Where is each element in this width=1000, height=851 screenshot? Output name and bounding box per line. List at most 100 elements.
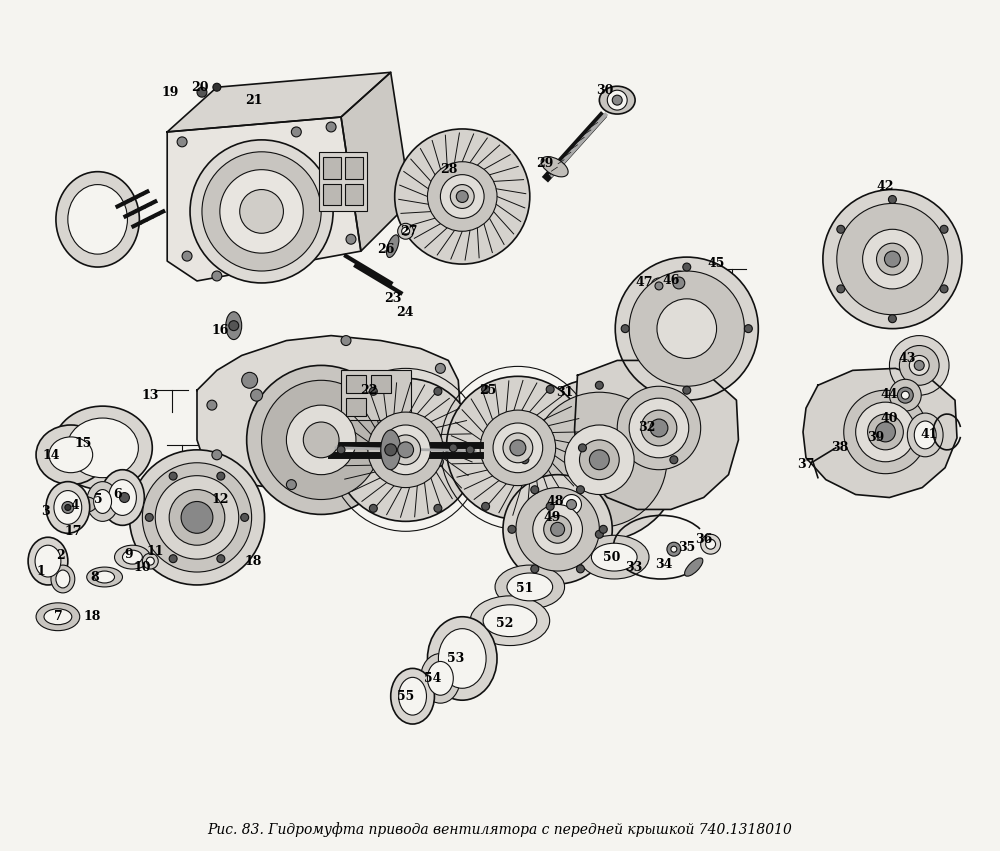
Circle shape: [247, 365, 396, 514]
Ellipse shape: [73, 496, 97, 512]
Circle shape: [169, 472, 177, 480]
Text: 45: 45: [708, 256, 725, 270]
Text: 52: 52: [496, 617, 514, 631]
Ellipse shape: [56, 570, 70, 588]
Text: 34: 34: [655, 557, 673, 570]
Circle shape: [671, 546, 677, 552]
Circle shape: [303, 422, 339, 458]
Text: 29: 29: [536, 157, 553, 170]
Ellipse shape: [685, 558, 703, 576]
Text: 47: 47: [635, 277, 653, 289]
Circle shape: [385, 444, 397, 456]
Text: 8: 8: [90, 570, 99, 584]
Circle shape: [655, 282, 663, 290]
Circle shape: [641, 410, 677, 446]
Circle shape: [683, 386, 691, 394]
Circle shape: [213, 83, 221, 91]
Circle shape: [884, 251, 900, 267]
Text: 25: 25: [479, 384, 497, 397]
Text: 39: 39: [867, 431, 884, 444]
Ellipse shape: [67, 418, 138, 477]
Circle shape: [899, 346, 939, 386]
Polygon shape: [341, 72, 411, 251]
Circle shape: [508, 525, 516, 534]
Circle shape: [629, 271, 744, 386]
Ellipse shape: [507, 573, 553, 601]
Circle shape: [346, 234, 356, 244]
Text: 36: 36: [695, 533, 712, 545]
Text: 30: 30: [596, 83, 613, 97]
Circle shape: [450, 185, 474, 208]
Circle shape: [398, 223, 414, 239]
Text: 18: 18: [84, 610, 101, 623]
Text: 46: 46: [662, 275, 680, 288]
Text: 38: 38: [831, 442, 848, 454]
Ellipse shape: [44, 608, 72, 625]
Ellipse shape: [427, 661, 453, 695]
Circle shape: [142, 553, 158, 569]
Circle shape: [651, 278, 667, 294]
Circle shape: [897, 387, 913, 403]
Ellipse shape: [87, 567, 122, 587]
Circle shape: [531, 486, 539, 494]
Circle shape: [673, 277, 685, 288]
Circle shape: [578, 444, 586, 452]
Ellipse shape: [68, 185, 127, 254]
Text: 19: 19: [161, 86, 179, 99]
Ellipse shape: [51, 565, 75, 593]
Circle shape: [434, 387, 442, 396]
Text: Рис. 83. Гидромуфта привода вентилятора с передней крышкой 740.1318010: Рис. 83. Гидромуфта привода вентилятора …: [208, 822, 792, 837]
Text: 11: 11: [147, 545, 164, 557]
Circle shape: [595, 530, 603, 539]
Bar: [345, 184, 363, 205]
Ellipse shape: [579, 535, 649, 579]
Ellipse shape: [483, 605, 537, 637]
Text: 51: 51: [516, 582, 534, 596]
Circle shape: [262, 380, 381, 500]
Circle shape: [456, 191, 468, 203]
Circle shape: [337, 446, 345, 454]
Circle shape: [546, 502, 554, 511]
Text: 50: 50: [603, 551, 620, 563]
Circle shape: [667, 542, 681, 557]
Circle shape: [510, 440, 526, 456]
Text: 23: 23: [384, 293, 401, 306]
Ellipse shape: [427, 617, 497, 700]
Circle shape: [341, 335, 351, 346]
Circle shape: [889, 380, 921, 411]
Circle shape: [142, 463, 252, 572]
Circle shape: [868, 414, 903, 450]
Text: 42: 42: [877, 180, 894, 193]
Circle shape: [914, 361, 924, 370]
Text: 16: 16: [211, 324, 229, 337]
Circle shape: [146, 557, 154, 565]
Bar: [323, 157, 341, 179]
Ellipse shape: [28, 537, 68, 585]
Circle shape: [621, 325, 629, 333]
Bar: [323, 184, 341, 205]
Text: 18: 18: [245, 555, 262, 568]
Circle shape: [876, 422, 895, 442]
Circle shape: [229, 321, 239, 331]
Circle shape: [155, 476, 239, 559]
Circle shape: [482, 386, 490, 393]
Circle shape: [369, 387, 377, 396]
Circle shape: [217, 472, 225, 480]
Circle shape: [427, 162, 497, 231]
Circle shape: [670, 456, 678, 464]
Circle shape: [493, 423, 543, 472]
Text: 31: 31: [556, 386, 573, 399]
Text: 24: 24: [396, 306, 413, 319]
Text: 28: 28: [440, 163, 457, 176]
Polygon shape: [803, 368, 957, 498]
Circle shape: [435, 363, 445, 374]
Circle shape: [516, 488, 599, 571]
Circle shape: [940, 285, 948, 293]
Circle shape: [402, 227, 410, 235]
Circle shape: [546, 386, 554, 393]
Circle shape: [466, 446, 474, 454]
Text: 55: 55: [397, 689, 414, 703]
Text: 7: 7: [54, 610, 62, 623]
Circle shape: [480, 410, 556, 486]
Ellipse shape: [36, 425, 106, 484]
